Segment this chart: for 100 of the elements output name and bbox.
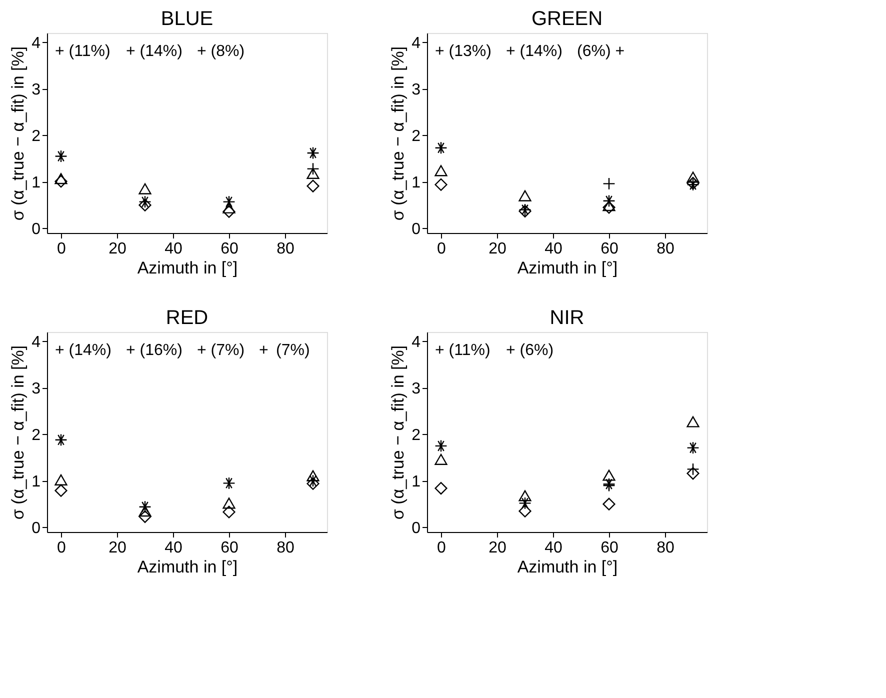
point — [602, 200, 616, 212]
y-tick-label: 3 — [412, 380, 421, 398]
point — [686, 416, 700, 428]
y-tick-label: 0 — [32, 520, 41, 537]
point — [222, 506, 236, 518]
x-tick-label: 60 — [600, 240, 618, 258]
x-tick-label: 40 — [164, 240, 182, 258]
y-tick-label: 1 — [412, 473, 421, 490]
point — [138, 196, 152, 208]
annotation: + (13%) — [435, 43, 492, 60]
x-tick-label: 20 — [108, 240, 126, 258]
point — [602, 470, 616, 481]
x-tick-label: 40 — [164, 540, 182, 556]
y-tick-label: 4 — [412, 334, 421, 351]
point — [222, 205, 236, 218]
point — [518, 504, 532, 518]
y-tick-label: 2 — [412, 128, 421, 145]
annotation: + — [259, 342, 268, 359]
y-tick-label: 0 — [412, 220, 421, 238]
annotation: + (14%) — [55, 342, 112, 359]
y-axis-title: σ (α_true − α_fit) in [%] — [388, 345, 408, 520]
point — [306, 180, 320, 192]
x-axis-title: Azimuth in [°] — [137, 258, 238, 278]
y-tick-label: 0 — [32, 220, 41, 238]
point — [602, 194, 616, 208]
chart-title: RED — [166, 307, 208, 329]
point — [518, 190, 532, 202]
chart-title: GREEN — [531, 8, 603, 30]
annotation: + (14%) — [506, 43, 562, 60]
y-tick-label: 4 — [412, 34, 421, 52]
point — [138, 183, 152, 194]
annotation: + (11%) — [55, 43, 110, 60]
point — [686, 467, 700, 480]
point — [138, 500, 152, 514]
y-tick-label: 2 — [412, 426, 421, 444]
point — [138, 198, 152, 212]
y-tick-label: 2 — [32, 128, 41, 145]
point — [54, 434, 68, 446]
annotation: + (8%) — [197, 43, 245, 60]
x-tick-label: 0 — [57, 240, 66, 258]
point — [434, 454, 448, 465]
point — [222, 476, 236, 490]
point — [54, 474, 68, 486]
point — [306, 470, 320, 482]
chart-title: NIR — [550, 307, 584, 329]
x-tick-label: 40 — [544, 540, 562, 556]
point — [54, 173, 68, 184]
y-tick-label: 1 — [32, 174, 41, 192]
x-tick-label: 20 — [488, 240, 506, 258]
y-tick-label: 1 — [32, 473, 41, 490]
annotation: + (11%) — [435, 342, 490, 359]
point — [434, 482, 448, 495]
y-tick-label: 2 — [32, 426, 41, 444]
x-tick-label: 20 — [108, 540, 126, 556]
point — [306, 168, 320, 179]
x-tick-label: 80 — [656, 240, 674, 258]
x-tick-label: 60 — [600, 540, 618, 556]
point — [686, 172, 700, 183]
point — [222, 498, 236, 509]
y-tick-label: 3 — [32, 81, 41, 98]
x-tick-label: 60 — [220, 240, 238, 258]
y-tick-label: 3 — [412, 81, 421, 98]
y-axis-title: σ (α_true − α_fit) in [%] — [8, 46, 28, 221]
point — [54, 484, 68, 497]
point — [306, 477, 320, 490]
point — [222, 196, 236, 208]
y-tick-label: 3 — [32, 380, 41, 398]
point — [518, 490, 532, 502]
point — [138, 510, 152, 523]
y-tick-label: 4 — [32, 334, 41, 351]
x-tick-label: 0 — [57, 540, 66, 556]
x-tick-label: 0 — [437, 240, 446, 258]
x-tick-label: 80 — [276, 540, 294, 556]
point — [434, 440, 448, 452]
point — [434, 142, 448, 154]
x-tick-label: 80 — [276, 240, 294, 258]
x-axis-title: Azimuth in [°] — [517, 558, 618, 576]
annotation: + (16%) — [126, 342, 182, 359]
x-axis-title: Azimuth in [°] — [517, 258, 618, 278]
point — [54, 150, 68, 163]
x-tick-label: 80 — [656, 540, 674, 556]
point — [306, 474, 320, 488]
annotation: + (14%) — [126, 43, 182, 60]
point — [686, 442, 700, 454]
y-tick-label: 0 — [412, 520, 421, 537]
annotation: + (6%) — [506, 342, 554, 359]
x-tick-label: 0 — [437, 540, 446, 556]
y-axis-title: σ (α_true − α_fit) in [%] — [8, 345, 28, 520]
annotation: + (7%) — [197, 342, 245, 359]
y-tick-label: 1 — [412, 174, 421, 192]
chart-title: BLUE — [160, 8, 214, 30]
point — [434, 165, 448, 176]
x-tick-label: 60 — [220, 540, 238, 556]
x-tick-label: 20 — [488, 540, 506, 556]
annotation: (7%) — [276, 342, 310, 359]
annotation: (6%) + — [577, 43, 625, 60]
y-tick-label: 4 — [32, 34, 41, 52]
x-tick-label: 40 — [544, 240, 562, 258]
point — [518, 496, 532, 510]
point — [602, 498, 616, 510]
